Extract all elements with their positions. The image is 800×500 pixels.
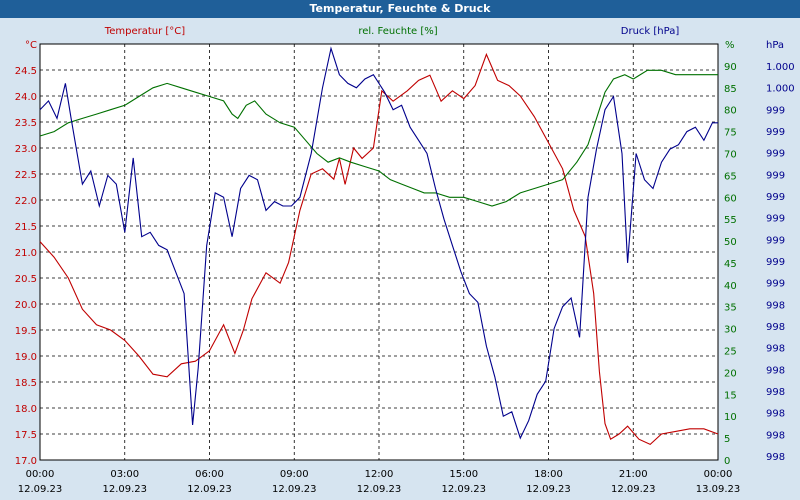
pressure-tick-label: 998 [766, 300, 785, 311]
humidity-tick-label: 25 [724, 347, 737, 358]
humidity-tick-label: 55 [724, 215, 737, 226]
humidity-tick-label: 35 [724, 303, 737, 314]
temperature-tick-label: 24.0 [15, 92, 37, 103]
pressure-tick-label: 999 [766, 127, 785, 138]
pressure-tick-label: 1.000 [766, 62, 795, 73]
humidity-tick-label: 40 [724, 281, 737, 292]
temperature-tick-label: 23.5 [15, 118, 37, 129]
pressure-tick-label: 998 [766, 387, 785, 398]
temperature-tick-label: 17.0 [15, 456, 37, 467]
temperature-tick-label: 20.5 [15, 274, 37, 285]
window-title: Temperatur, Feuchte & Druck [0, 0, 800, 18]
x-tick-time: 21:00 [619, 469, 648, 480]
pressure-tick-label: 998 [766, 452, 785, 463]
x-tick-date: 12.09.23 [187, 484, 232, 495]
pressure-ticks: 1.000 1.000 999 999 999 999 999 999 999 999 999 998… [766, 62, 795, 463]
x-tick-date: 12.09.23 [357, 484, 402, 495]
humidity-axis-label: rel. Feuchte [%] [358, 26, 437, 37]
temperature-tick-label: 19.0 [15, 352, 37, 363]
x-tick-time: 15:00 [449, 469, 478, 480]
temperature-ticks: 24.5 24.0 23.5 23.0 22.5 22.0 21.5 21.0 20.5 20.0… [15, 66, 37, 467]
x-tick-time: 12:00 [365, 469, 394, 480]
temperature-tick-label: 19.5 [15, 326, 37, 337]
humidity-tick-label: 45 [724, 259, 737, 270]
pressure-line [39, 46, 718, 440]
temperature-tick-label: 22.5 [15, 170, 37, 181]
humidity-tick-label: 90 [724, 62, 737, 73]
humidity-unit: % [725, 40, 735, 51]
humidity-tick-label: 20 [724, 368, 737, 379]
x-tick-date: 12.09.23 [526, 484, 571, 495]
x-tick-date: 12.09.23 [18, 484, 63, 495]
humidity-tick-label: 0 [724, 456, 730, 467]
x-tick-time: 00:00 [704, 469, 733, 480]
humidity-line [39, 69, 718, 207]
x-tick-date: 12.09.23 [611, 484, 656, 495]
pressure-tick-label: 999 [766, 170, 785, 181]
humidity-tick-label: 75 [724, 128, 737, 139]
temperature-tick-label: 20.0 [15, 300, 37, 311]
pressure-tick-label: 999 [766, 214, 785, 225]
temperature-tick-label: 23.0 [15, 144, 37, 155]
temperature-tick-label: 21.0 [15, 248, 37, 259]
temperature-line [39, 52, 719, 446]
humidity-tick-label: 85 [724, 84, 737, 95]
x-tick-time: 18:00 [534, 469, 563, 480]
humidity-tick-label: 5 [724, 434, 730, 445]
pressure-tick-label: 999 [766, 149, 785, 160]
pressure-tick-label: 1.000 [766, 84, 795, 95]
series-group [39, 46, 719, 446]
temperature-tick-label: 24.5 [15, 66, 37, 77]
x-tick-time: 06:00 [195, 469, 224, 480]
humidity-tick-label: 65 [724, 171, 737, 182]
temperature-tick-label: 18.0 [15, 404, 37, 415]
x-tick-time: 09:00 [280, 469, 309, 480]
pressure-tick-label: 998 [766, 365, 785, 376]
temperature-tick-label: 18.5 [15, 378, 37, 389]
pressure-tick-label: 999 [766, 257, 785, 268]
humidity-tick-label: 10 [724, 412, 737, 423]
temperature-tick-label: 21.5 [15, 222, 37, 233]
temperature-tick-label: 17.5 [15, 430, 37, 441]
x-tick-date: 12.09.23 [441, 484, 486, 495]
pressure-tick-label: 998 [766, 322, 785, 333]
x-axis-ticks: 00:00 12.09.23 03:00 12.09.23 06:00 12.09.23 0… [18, 469, 741, 495]
temperature-axis-label: Temperatur [°C] [104, 26, 185, 37]
x-tick-time: 03:00 [110, 469, 139, 480]
pressure-axis-label: Druck [hPa] [621, 26, 680, 37]
pressure-tick-label: 999 [766, 192, 785, 203]
pressure-tick-label: 998 [766, 430, 785, 441]
x-tick-date: 12.09.23 [102, 484, 147, 495]
pressure-unit: hPa [766, 40, 784, 51]
humidity-tick-label: 60 [724, 193, 737, 204]
humidity-tick-label: 30 [724, 325, 737, 336]
pressure-tick-label: 999 [766, 279, 785, 290]
humidity-tick-label: 80 [724, 106, 737, 117]
humidity-tick-label: 50 [724, 237, 737, 248]
x-tick-time: 00:00 [26, 469, 55, 480]
pressure-tick-label: 998 [766, 409, 785, 420]
temperature-unit: °C [25, 40, 37, 51]
pressure-tick-label: 999 [766, 235, 785, 246]
temperature-tick-label: 22.0 [15, 196, 37, 207]
x-tick-date: 13.09.23 [696, 484, 741, 495]
humidity-tick-label: 70 [724, 149, 737, 160]
pressure-tick-label: 998 [766, 344, 785, 355]
plot-border [39, 43, 719, 461]
pressure-tick-label: 999 [766, 105, 785, 116]
humidity-tick-label: 15 [724, 390, 737, 401]
x-tick-date: 12.09.23 [272, 484, 317, 495]
